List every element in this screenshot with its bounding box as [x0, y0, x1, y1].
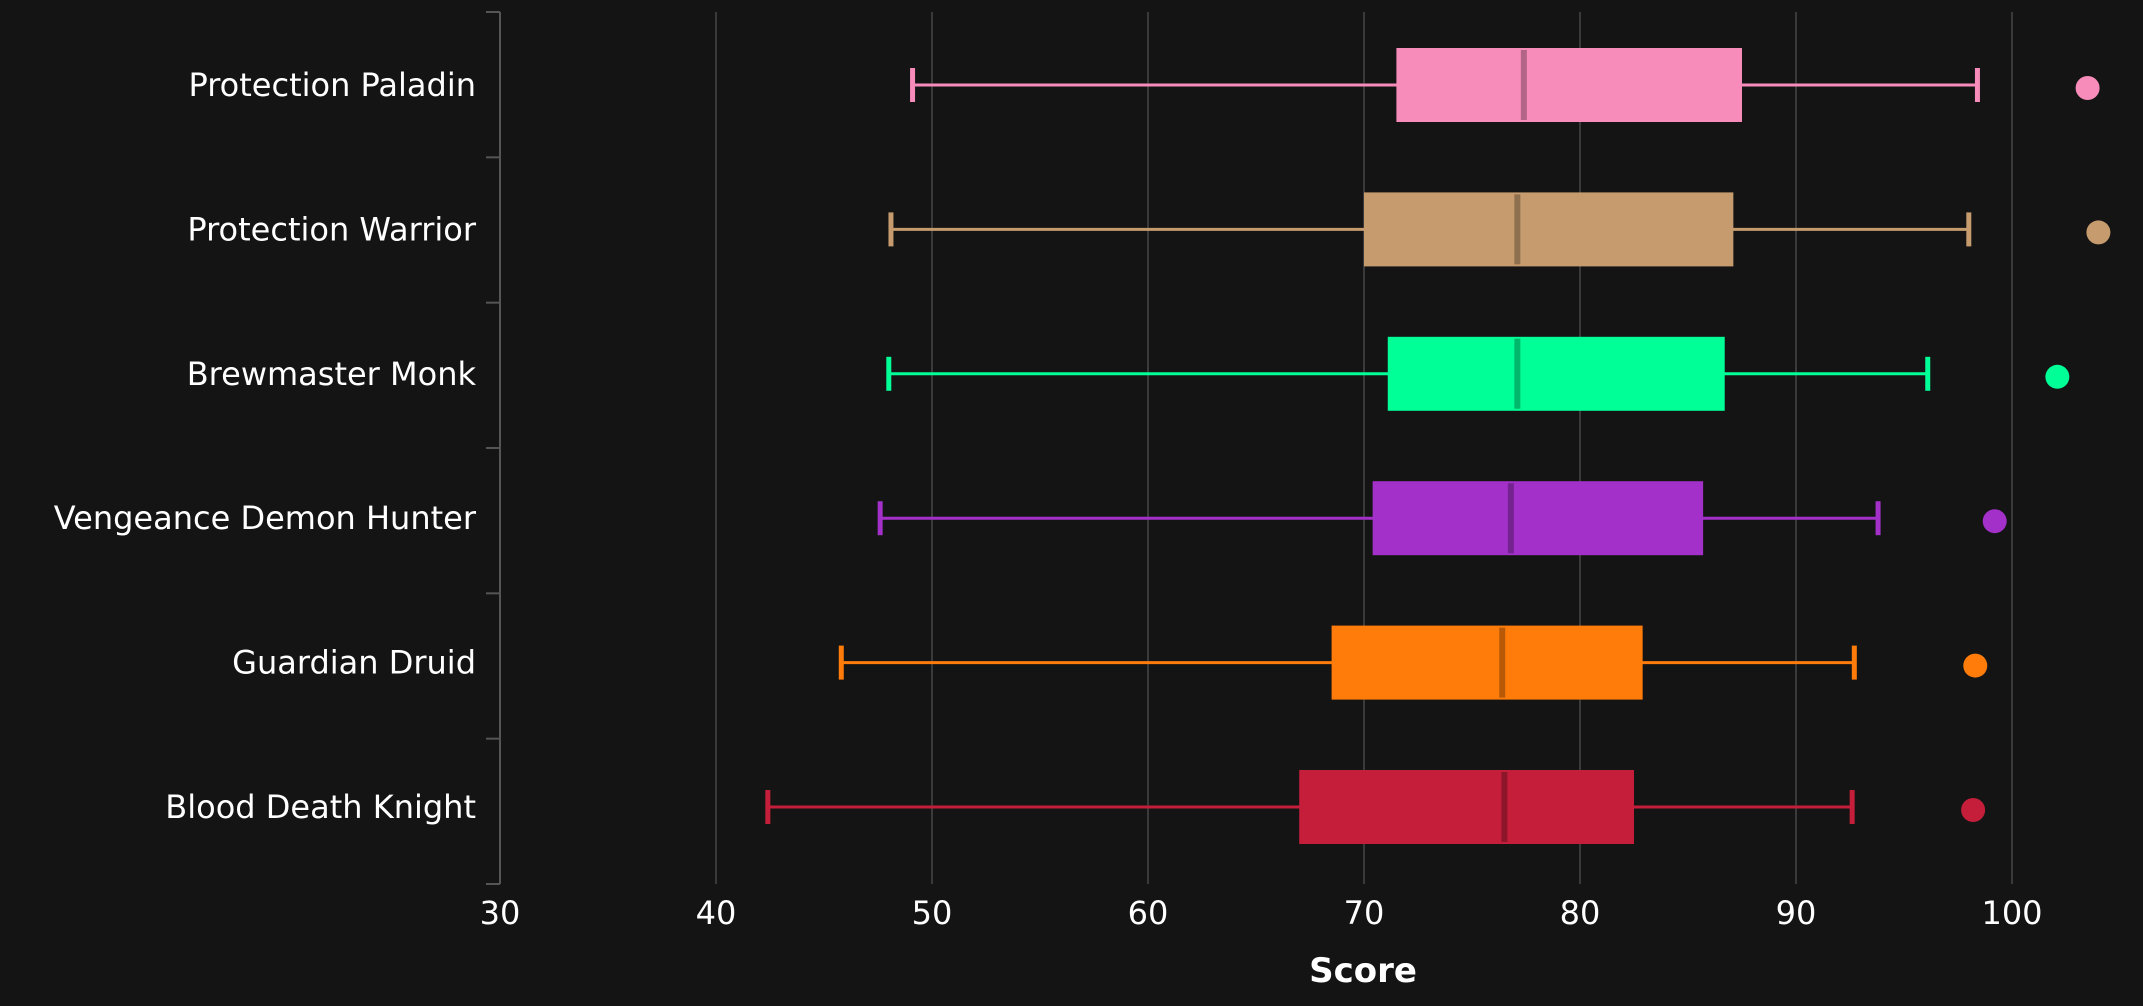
outlier-point — [1961, 798, 1986, 822]
outlier-point — [2075, 76, 2100, 100]
category-label: Protection Warrior — [187, 210, 476, 248]
iqr-box — [1331, 625, 1643, 700]
x-tick-label: 30 — [480, 894, 521, 932]
category-label: Brewmaster Monk — [187, 355, 477, 393]
iqr-box — [1396, 48, 1742, 122]
x-axis-title: Score — [1309, 951, 1417, 991]
outlier-point — [2045, 364, 2070, 389]
x-tick-label: 50 — [912, 894, 953, 932]
x-tick-label: 80 — [1560, 894, 1601, 932]
category-label: Blood Death Knight — [165, 788, 476, 826]
iqr-box — [1299, 770, 1634, 844]
outlier-point — [1963, 653, 1988, 678]
iqr-box — [1372, 481, 1704, 556]
x-tick-label: 40 — [696, 894, 737, 932]
y-axis — [486, 11, 501, 885]
outlier-point — [1982, 509, 2007, 534]
outlier-point — [2086, 220, 2111, 245]
x-tick-label: 100 — [1981, 894, 2042, 932]
category-label: Vengeance Demon Hunter — [54, 499, 477, 537]
box-guardian-druid — [838, 625, 1988, 700]
iqr-box — [1364, 192, 1734, 267]
box-protection-paladin — [910, 48, 2100, 122]
box-protection-warrior — [888, 192, 2111, 267]
x-tick-label: 90 — [1776, 894, 1817, 932]
box-blood-death-knight — [765, 770, 1986, 844]
category-label: Guardian Druid — [232, 644, 476, 682]
iqr-box — [1387, 336, 1725, 411]
x-tick-label: 60 — [1128, 894, 1169, 932]
x-tick-labels: 30 40 50 60 70 80 90 100 — [480, 894, 2043, 932]
x-tick-label: 70 — [1344, 894, 1385, 932]
boxes — [765, 48, 2111, 844]
grid-lines — [715, 12, 2013, 884]
category-labels: Protection Paladin Protection Warrior Brew… — [54, 66, 477, 826]
category-label: Protection Paladin — [188, 66, 476, 104]
box-vengeance-demon-hunter — [877, 481, 2007, 556]
box-brewmaster-monk — [886, 336, 2070, 411]
